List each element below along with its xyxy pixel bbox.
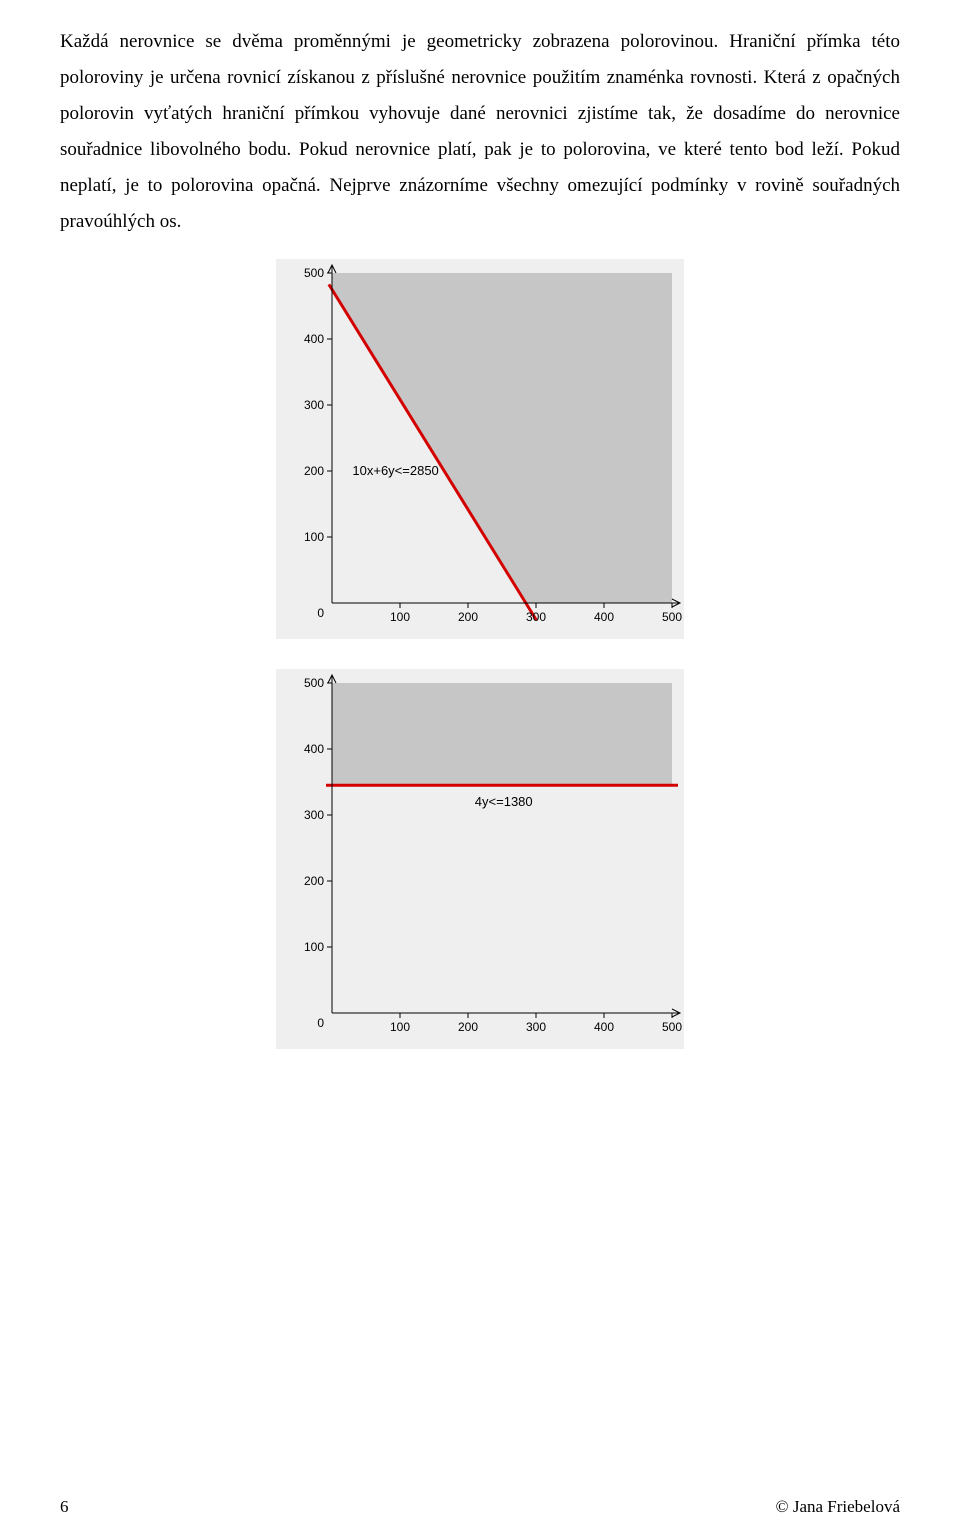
page: Každá nerovnice se dvěma proměnnými je g… <box>0 0 960 1537</box>
footer-page-number: 6 <box>60 1497 69 1517</box>
svg-text:0: 0 <box>317 1016 324 1030</box>
chart-2: 100 200 300 400 500 100 200 300 400 500 0 4y<=1380 <box>276 669 684 1049</box>
svg-text:100: 100 <box>304 530 324 544</box>
footer-author: © Jana Friebelová <box>776 1497 900 1517</box>
svg-text:300: 300 <box>526 610 546 624</box>
svg-text:500: 500 <box>662 610 682 624</box>
svg-text:100: 100 <box>390 1020 410 1034</box>
svg-text:200: 200 <box>304 464 324 478</box>
svg-text:200: 200 <box>458 1020 478 1034</box>
chart-1: 100 200 300 400 500 100 200 300 400 500 0 10x+6y<=2… <box>276 259 684 639</box>
svg-text:400: 400 <box>594 610 614 624</box>
paragraph-text: Každá nerovnice se dvěma proměnnými je g… <box>60 24 900 241</box>
svg-text:500: 500 <box>304 266 324 280</box>
svg-text:400: 400 <box>304 332 324 346</box>
svg-text:300: 300 <box>526 1020 546 1034</box>
svg-text:400: 400 <box>594 1020 614 1034</box>
svg-text:100: 100 <box>390 610 410 624</box>
svg-text:300: 300 <box>304 808 324 822</box>
svg-text:500: 500 <box>662 1020 682 1034</box>
svg-text:4y<=1380: 4y<=1380 <box>475 793 533 808</box>
svg-text:500: 500 <box>304 676 324 690</box>
svg-text:200: 200 <box>458 610 478 624</box>
svg-text:10x+6y<=2850: 10x+6y<=2850 <box>352 463 438 478</box>
svg-text:200: 200 <box>304 874 324 888</box>
charts-container: 100 200 300 400 500 100 200 300 400 500 0 10x+6y<=2… <box>60 259 900 1049</box>
page-footer: 6 © Jana Friebelová <box>60 1497 900 1517</box>
svg-text:300: 300 <box>304 398 324 412</box>
body-paragraph: Každá nerovnice se dvěma proměnnými je g… <box>60 24 900 241</box>
svg-text:100: 100 <box>304 940 324 954</box>
svg-text:0: 0 <box>317 606 324 620</box>
svg-text:400: 400 <box>304 742 324 756</box>
